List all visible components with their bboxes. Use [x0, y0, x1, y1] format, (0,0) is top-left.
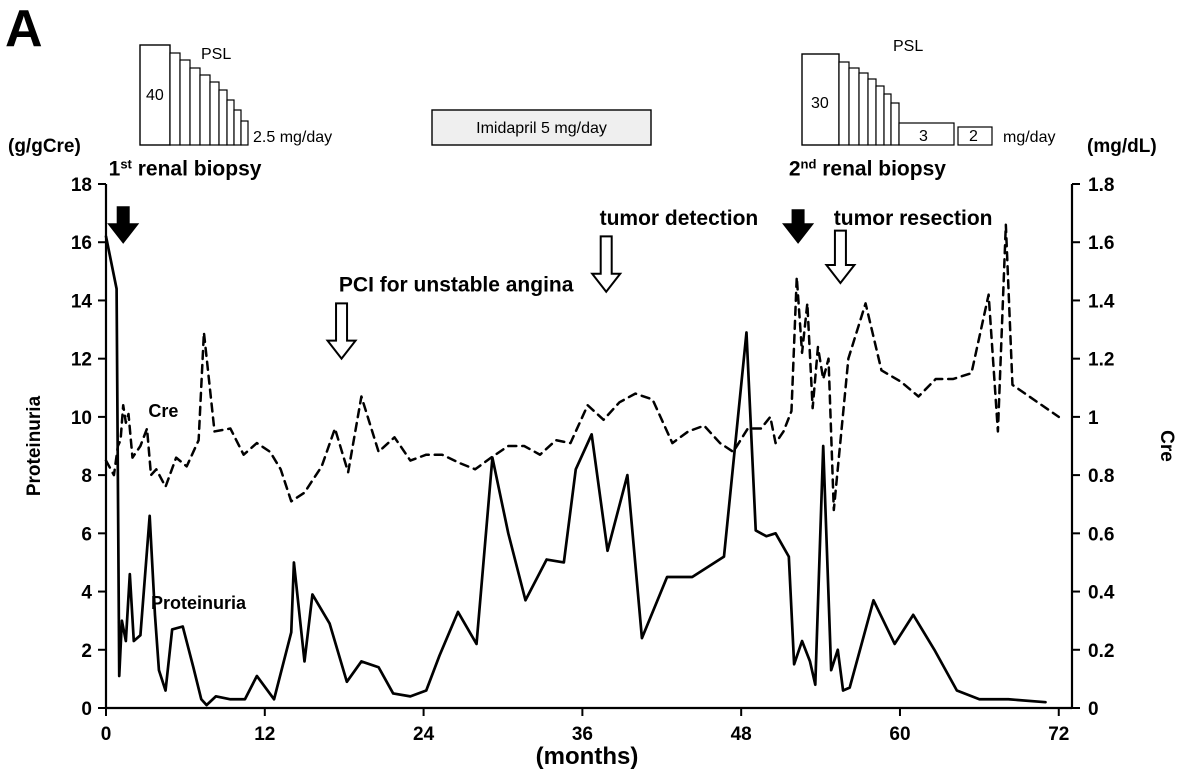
x-axis-tick-label: 60 — [889, 724, 910, 745]
right-axis-tick-label: 0.2 — [1088, 641, 1114, 662]
right-axis-unit: (mg/dL) — [1087, 136, 1157, 157]
psl-step-2-7 — [890, 102, 900, 146]
psl-step-1-5 — [209, 81, 220, 146]
axes: 02468101214161800.20.40.60.811.21.41.61.… — [71, 175, 1115, 745]
imidapril-bar — [431, 109, 652, 146]
psl-step-1-8 — [233, 109, 242, 146]
right-axis-tick-label: 1.6 — [1088, 233, 1114, 254]
psl-step-2-4 — [867, 78, 877, 146]
left-axis-tick-label: 12 — [71, 350, 92, 371]
psl-step-2-6 — [883, 93, 892, 146]
x-axis-tick-label: 72 — [1048, 724, 1069, 745]
right-axis-tick-label: 1.8 — [1088, 175, 1114, 196]
event-label: PCI for unstable angina — [339, 274, 574, 297]
series-line-cre — [104, 223, 1061, 512]
right-axis-tick-label: 0 — [1088, 699, 1099, 720]
psl-final-dose-1: 2.5 mg/day — [253, 129, 332, 146]
psl-label-2: PSL — [893, 38, 923, 55]
event-label: tumor resection — [834, 207, 993, 230]
event-arrow — [590, 235, 623, 294]
right-axis-tick-label: 0.6 — [1088, 524, 1114, 545]
psl-step-1-2 — [179, 59, 191, 146]
chart-layer: 02468101214161800.20.40.60.811.21.41.61.… — [71, 156, 1115, 745]
psl-step-value-2: 2 — [969, 128, 978, 145]
panel-label: A — [5, 0, 43, 58]
psl-taper-2: PSL 30 3 2 mg/day — [801, 38, 1055, 146]
x-axis-tick-label: 48 — [731, 724, 752, 745]
psl-step-1-7 — [226, 99, 235, 146]
biopsy-arrow — [782, 209, 815, 244]
series-cre — [104, 223, 1061, 512]
left-axis-title: Proteinuria — [24, 395, 45, 496]
left-axis-tick-label: 8 — [81, 466, 92, 487]
right-axis-tick-label: 0.4 — [1088, 583, 1115, 604]
x-axis-title: (months) — [536, 743, 639, 770]
left-axis-tick-label: 16 — [71, 233, 92, 254]
left-axis-tick-label: 2 — [81, 641, 92, 662]
psl-unit-label-2: mg/day — [1003, 129, 1055, 146]
psl-step-1-4 — [199, 74, 211, 146]
event-0: 1st renal biopsy — [107, 156, 262, 244]
psl-initial-bar-2 — [801, 53, 840, 146]
psl-step-2-2mg — [957, 126, 993, 146]
left-axis-tick-label: 10 — [71, 408, 92, 429]
event-label: 1st renal biopsy — [109, 156, 262, 180]
x-axis-tick-label: 12 — [254, 724, 275, 745]
event-arrow — [325, 302, 358, 361]
left-axis-tick-label: 18 — [71, 175, 92, 196]
psl-step-2-3mg — [898, 122, 955, 146]
psl-step-1-1 — [169, 52, 181, 146]
event-3: 2nd renal biopsy — [782, 156, 946, 244]
psl-taper-1: PSL 40 2.5 mg/day — [139, 44, 332, 146]
psl-step-2-5 — [875, 85, 885, 146]
series-group — [104, 223, 1061, 707]
psl-initial-bar-1 — [139, 44, 171, 146]
psl-step-1-3 — [189, 67, 201, 146]
imidapril-label: Imidapril 5 mg/day — [476, 120, 607, 137]
right-axis-tick-label: 1.2 — [1088, 350, 1114, 371]
series-line-proteinuria — [104, 235, 1047, 707]
psl-initial-value-2: 30 — [811, 95, 829, 112]
series-labels: Cre Proteinuria — [148, 401, 247, 613]
event-label: tumor detection — [600, 207, 759, 230]
event-label: 2nd renal biopsy — [789, 156, 946, 180]
psl-step-2-1 — [838, 61, 850, 146]
psl-label-1: PSL — [201, 46, 231, 63]
x-axis-tick-label: 36 — [572, 724, 593, 745]
right-axis-tick-label: 0.8 — [1088, 466, 1114, 487]
imidapril-bar-group: Imidapril 5 mg/day — [431, 109, 652, 146]
event-2: tumor detection — [590, 207, 759, 294]
psl-step-value-3: 3 — [919, 128, 928, 145]
event-4: tumor resection — [824, 207, 993, 285]
left-axis-unit: (g/gCre) — [8, 136, 81, 157]
event-1: PCI for unstable angina — [325, 274, 574, 361]
x-axis-tick-label: 0 — [101, 724, 112, 745]
event-markers: 1st renal biopsy PCI for unstable angina t… — [107, 156, 993, 361]
psl-step-2-2 — [848, 67, 860, 146]
psl-step-1-9 — [240, 120, 249, 146]
series-label-proteinuria: Proteinuria — [151, 593, 247, 613]
event-arrow — [824, 229, 857, 285]
series-label-cre: Cre — [148, 401, 178, 421]
biopsy-arrow — [107, 206, 140, 244]
psl-step-2-3 — [858, 72, 869, 146]
right-axis-tick-label: 1 — [1088, 408, 1099, 429]
x-axis-tick-label: 24 — [413, 724, 435, 745]
left-axis-tick-label: 0 — [81, 699, 92, 720]
psl-step-1-6 — [218, 89, 228, 146]
left-axis-tick-label: 6 — [81, 524, 92, 545]
psl-initial-value-1: 40 — [146, 87, 164, 104]
right-axis-tick-label: 1.4 — [1088, 291, 1115, 312]
series-proteinuria — [104, 235, 1047, 707]
treatment-timeline: PSL 40 2.5 mg/day Imidapril 5 mg/day PSL… — [139, 38, 1055, 146]
left-axis-tick-label: 14 — [71, 291, 93, 312]
right-axis-title: Cre — [1156, 430, 1177, 462]
left-axis-tick-label: 4 — [81, 583, 92, 604]
